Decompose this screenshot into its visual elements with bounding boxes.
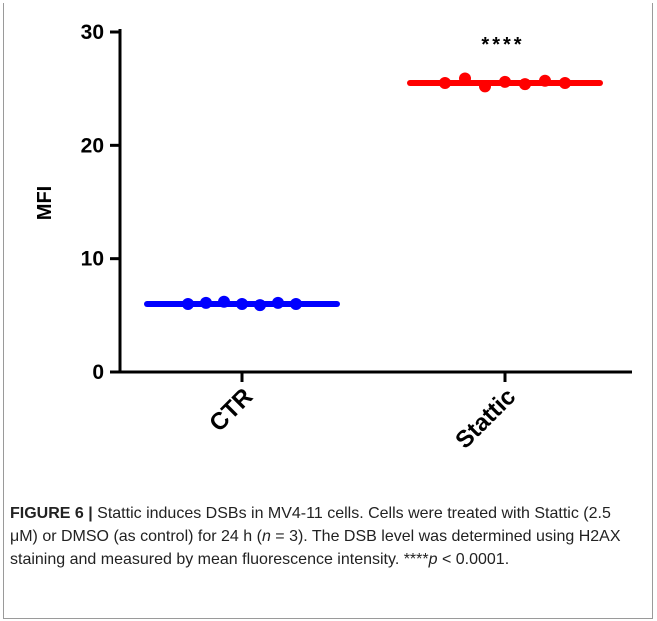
y-axis-label: MFI — [34, 186, 56, 220]
category-labels: CTR Stattic — [204, 383, 521, 454]
data-point — [218, 295, 230, 308]
category-label: CTR — [204, 383, 258, 437]
data-points — [144, 72, 603, 312]
data-point — [519, 78, 531, 91]
data-point — [499, 75, 511, 88]
caption-p-symbol: p — [428, 551, 438, 568]
data-point — [479, 80, 491, 93]
figure-label: FIGURE 6 | — [10, 505, 93, 522]
caption-text-2: = 3). The DSB level was determined using… — [10, 528, 621, 568]
y-tick-label: 20 — [81, 134, 104, 157]
y-ticks: 0 10 20 30 — [81, 21, 507, 384]
caption-n-symbol: n — [261, 528, 271, 545]
data-point — [272, 296, 284, 309]
significance-marker: **** — [481, 34, 524, 56]
data-point — [439, 77, 451, 89]
data-point — [459, 72, 471, 85]
category-label: Stattic — [450, 383, 521, 454]
data-point — [182, 298, 194, 310]
axes — [118, 29, 632, 374]
figure-caption: FIGURE 6 | Stattic induces DSBs in MV4-1… — [10, 502, 642, 571]
caption-text-3: < 0.0001. — [437, 551, 510, 568]
data-point — [539, 74, 551, 87]
caption-text-1: Stattic induces DSBs in MV4-11 cells. Ce… — [10, 505, 611, 545]
y-tick-label: 0 — [92, 361, 104, 384]
y-tick-label: 30 — [81, 21, 104, 44]
data-point — [200, 296, 212, 309]
data-point — [254, 299, 266, 312]
data-point — [559, 77, 571, 89]
data-point — [290, 298, 302, 310]
y-tick-label: 10 — [81, 248, 104, 271]
data-point — [236, 298, 248, 310]
figure-frame — [3, 3, 653, 619]
mfi-dot-plot: 0 10 20 30 CTR Stattic MFI **** — [34, 21, 632, 454]
